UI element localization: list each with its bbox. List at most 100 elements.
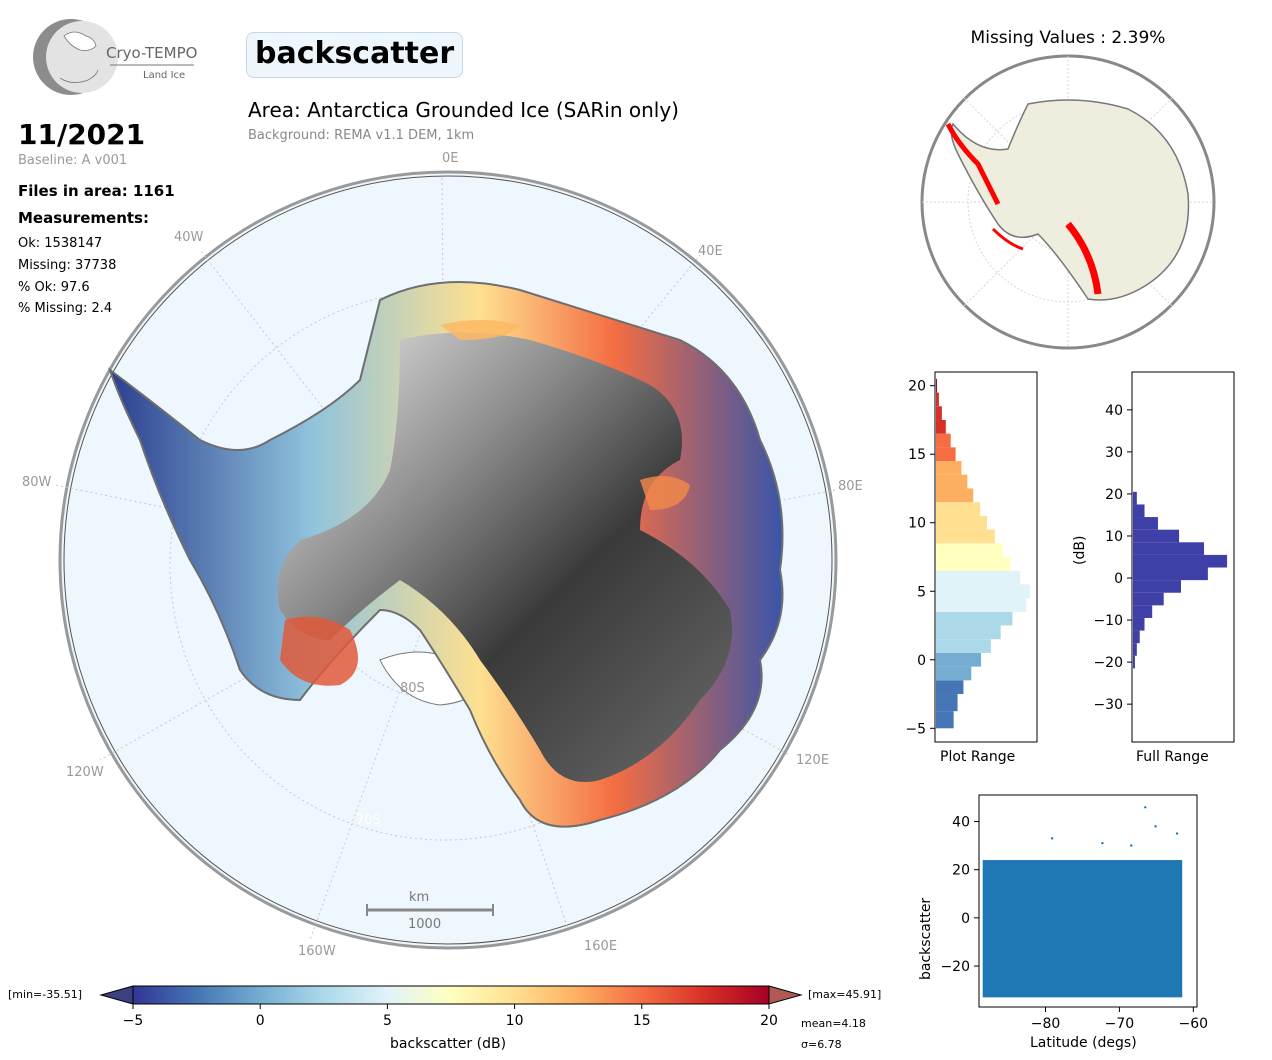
logo-subtitle: Land Ice [143,70,185,81]
scatter-point [1154,825,1157,828]
latitude-scatter: −20 0 20 40 −80 −70 −60 backscatter Latitude (… [918,794,1209,1051]
dem-background [277,332,732,782]
missing-area-east [1065,221,1102,295]
date-label: 11/2021 [18,118,146,151]
logo-continent [63,31,97,51]
plot-range-xlabel: Plot Range [940,749,1015,765]
plot-range-bar [936,557,1011,571]
scale-bar-unit: km [409,890,429,905]
lat-label-70s: 70S [356,813,381,828]
colorbar-max: [max=45.91] [808,988,882,1001]
full-range-ytick-label: −10 [1093,613,1123,629]
plot-range-bar [936,639,991,653]
missing-map [920,54,1216,350]
plot-range-bar [936,515,987,530]
colorbar-tick-label: 15 [633,1013,651,1029]
ok-count: Ok: 1538147 [18,236,103,251]
cryo-tempo-logo: Cryo-TEMPO Land Ice [33,19,197,95]
lon-label-120w: 120W [66,765,104,780]
full-range-ytick-label: 40 [1105,403,1123,419]
lon-label-80w: 80W [22,475,52,490]
full-range-ytick-label: 10 [1105,529,1123,545]
colorbar-tick-label: 20 [760,1013,778,1029]
scale-bar: km 1000 [366,890,494,932]
colorbar-max-arrow [768,985,803,1005]
percent-ok: % Ok: 97.6 [18,280,90,295]
scatter-point [1130,844,1133,847]
lon-label-40w: 40W [174,230,204,245]
lon-label-80e: 80E [838,479,863,494]
full-range-ytick-label: −20 [1093,655,1123,671]
plot-range-bar [936,543,1003,557]
scatter-xlabel: Latitude (degs) [1030,1035,1137,1051]
missing-count: Missing: 37738 [18,258,117,273]
plot-range-bar [936,419,946,434]
warm-patch-east [640,476,690,510]
logo-coast [59,69,99,83]
scatter-ytick-label: 20 [952,863,970,879]
full-range-bar [1133,504,1145,518]
full-range-bar [1133,554,1228,568]
lon-label-120e: 120E [796,753,829,768]
missing-map-land [950,99,1190,301]
plot-range-bar [936,447,956,462]
plot-range-bar [936,598,1027,612]
files-count: Files in area: 1161 [18,182,175,200]
plot-range-bar [936,570,1021,585]
plot-range-bar [936,461,962,475]
colorbar-min: [min=-35.51] [8,988,83,1001]
plot-range-bar [936,611,1013,626]
scatter-ytick-label: 40 [952,815,970,831]
colorbar-tick-label: 0 [256,1013,265,1029]
full-range-bar [1133,580,1181,593]
plot-range-histogram: −5 0 5 10 15 20 Plot Range [905,371,1038,765]
plot-range-bar [936,652,982,667]
full-range-bar [1133,617,1145,631]
scatter-point [1050,837,1054,840]
lat-label-80s: 80S [400,681,425,696]
colorbar: −5 0 5 10 15 20 backscatter (dB) [99,985,803,1052]
plot-range-ytick-label: 10 [908,516,926,532]
missing-map-title: Missing Values : 2.39% [970,28,1166,48]
full-range-bar [1133,643,1137,656]
full-range-bar [1133,491,1137,505]
scatter-xtick-label: −60 [1179,1016,1209,1032]
lon-label-160e: 160E [584,939,617,954]
plot-range-bar [936,584,1031,599]
full-range-ytick-label: 30 [1105,445,1123,461]
warm-patch-wais [280,616,358,686]
map-boundary [63,175,833,945]
full-range-bar [1133,567,1208,581]
scatter-point [1101,841,1104,845]
plot-range-bar [936,711,954,729]
plot-range-bar [936,502,981,516]
plot-range-ytick-label: 15 [908,447,926,463]
full-range-histogram: −30 −20 −10 0 10 20 30 40 (dB) Full Range [1072,371,1235,765]
plot-range-bar [936,474,968,489]
plot-range-bar [936,488,974,503]
plot-range-bar [936,392,939,407]
full-range-bar [1133,542,1205,555]
colorbar-sigma: σ=6.78 [801,1038,842,1051]
plot-range-bar [936,406,942,420]
colorbar-mean: mean=4.18 [801,1017,866,1030]
baseline-label: Baseline: A v001 [18,153,128,168]
lon-label-160w: 160W [298,944,336,959]
scatter-density-band [982,860,1183,998]
plot-range-bar [936,666,972,681]
scatter-point [1144,806,1147,809]
plot-range-ytick-label: −5 [905,721,926,737]
full-range-bar [1133,655,1135,669]
plot-range-bar [936,378,937,393]
lon-label-0e: 0E [442,151,459,166]
plot-range-bar [936,529,995,544]
measurements-heading: Measurements: [18,209,149,227]
full-range-bar [1133,529,1180,543]
scatter-ytick-label: 0 [961,911,970,927]
plot-range-bar [936,433,951,448]
scatter-xtick-label: −70 [1105,1016,1135,1032]
parameter-title: backscatter [246,32,464,78]
plot-range-ytick-label: 0 [917,653,926,669]
scatter-ylabel: backscatter [918,898,934,980]
scatter-xtick-label: −80 [1031,1016,1061,1032]
